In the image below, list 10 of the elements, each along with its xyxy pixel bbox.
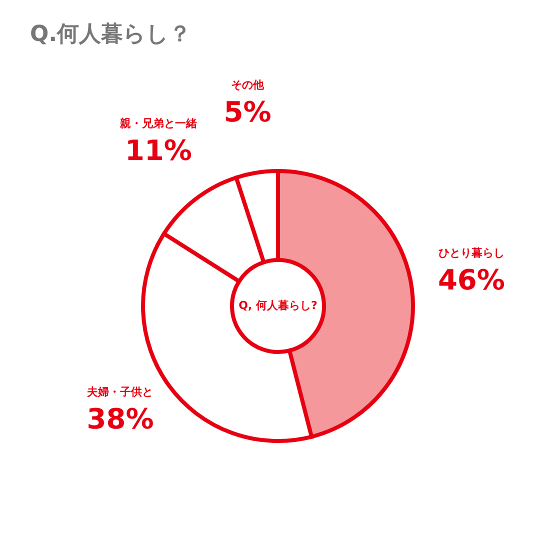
text: Q, 何人暮らし? [238,299,318,312]
slice-label: ひとり暮らし [438,246,504,260]
data-label: 38% [86,402,154,436]
data-label: 5% [224,95,272,128]
chart-title: Q.何人暮らし？ [30,22,192,47]
data-label: 11% [124,134,192,167]
slice-label: その他 [230,78,265,92]
slice-label: 夫婦・子供と [86,386,154,399]
slice-label: 親・兄弟と一緒 [118,116,197,130]
data-label: 46% [438,264,505,297]
